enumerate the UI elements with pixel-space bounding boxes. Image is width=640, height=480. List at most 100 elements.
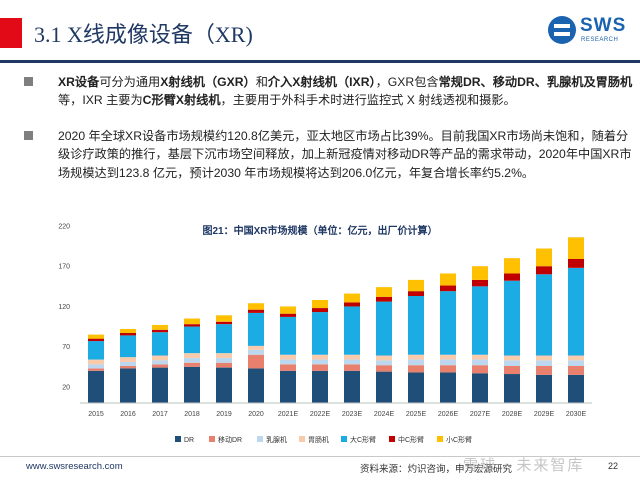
bar-segment [152,364,168,368]
x-tick-label: 2027E [470,411,491,418]
bar-segment [312,300,328,309]
bar-segment [504,365,520,375]
bar-segment [88,359,104,365]
page-title: 3.1 X线成像设备（XR) [34,22,253,47]
bar-segment [184,353,200,358]
bar-segment [344,370,360,403]
bar-segment [344,364,360,371]
legend-swatch [389,436,395,442]
page-number: 22 [608,461,619,471]
bar-segment [376,355,392,361]
bar-segment [216,353,232,358]
bar-segment [376,301,392,356]
bar-segment [120,365,136,369]
bar-segment [312,364,328,371]
bar-segment [504,280,520,356]
bar-segment [312,308,328,313]
bar-segment [536,266,552,275]
bar-segment [408,279,424,292]
x-tick-label: 2026E [438,411,459,418]
bar-segment [472,266,488,280]
legend-label: DR [184,437,194,444]
bar-segment [472,365,488,374]
y-tick-label: 220 [58,224,70,231]
bullet-segment: 常规DR、移动DR、乳腺机及胃肠机 [438,75,633,89]
footer-divider [0,456,640,457]
bar-segment [568,237,584,259]
bar-segment [216,357,232,363]
bullet-segment: 介入X射线机（IXR） [267,75,376,89]
legend-swatch [299,436,305,442]
xr-market-chart: 20 70 120 170 220 2015 2016 2017 2018 2019 2020 202… [58,224,592,444]
x-tick-label: 2018 [184,411,200,418]
bullet-segment: 和 [255,75,268,89]
legend-label: 大C形臂 [350,435,376,444]
bullet-text-1: XR设备可分为通用X射线机（GXR）和介入X射线机（IXR），GXR包含常规DR… [58,73,633,110]
bar-segment [88,341,104,360]
bar-segment [408,295,424,355]
bar-segment [184,318,200,325]
bar-segment [184,362,200,367]
bar-segment [344,302,360,307]
legend-label: 中C形臂 [398,435,424,444]
bar-segment [312,370,328,403]
bar-segment [568,267,584,356]
y-tick-label: 20 [62,384,70,391]
bar-segment [184,324,200,327]
title-accent-bar [0,18,22,48]
bullet-segment: 可分为通用 [99,75,161,89]
bar-segment [536,360,552,366]
bar-segment [504,355,520,361]
x-tick-label: 2016 [120,411,136,418]
sws-logo: SWS RESEARCH [548,14,632,50]
bar-segment [376,360,392,366]
bar-segment [280,306,296,314]
bar-segment [248,312,264,346]
bullet-segment: XR设备 [58,75,100,89]
bullet-segment: X射线机（GXR） [160,75,256,89]
bar-segment [440,359,456,366]
bar-segment [472,354,488,360]
bar-segment [568,374,584,403]
title-bar: 3.1 X线成像设备（XR) SWS RESEARCH [0,0,640,63]
bar-segment [280,316,296,355]
bar-segment [344,306,360,355]
bar-segment [408,354,424,360]
bar-segment [152,360,168,365]
legend-swatch [175,436,181,442]
chart-title: 图21：中国XR市场规模（单位：亿元，出厂价计算） [202,226,438,237]
bar-segment [88,338,104,342]
bar-segment [408,291,424,296]
bar-segment [568,365,584,375]
bar-segment [504,273,520,281]
bar-segment [120,361,136,366]
bar-segment [216,315,232,322]
title-divider [0,60,640,63]
bar-segment [184,326,200,354]
bar-segment [152,324,168,330]
x-tick-label: 2023E [342,411,363,418]
x-tick-label: 2024E [374,411,395,418]
bar-segment [248,303,264,310]
bar-segment [440,365,456,373]
bar-segment [568,258,584,268]
legend-label: 胃肠机 [308,435,329,444]
bar-segment [120,368,136,403]
bar-segment [88,370,104,403]
footer-url-link[interactable]: www.swsresearch.com [26,461,123,472]
bar-segment [440,285,456,292]
bar-segment [472,286,488,355]
footer-source: 资料来源：灼识咨询，申万宏源研究 [360,464,513,475]
x-tick-label: 2030E [566,411,587,418]
bar-segment [280,313,296,317]
y-tick-label: 170 [58,264,70,271]
bar-segment [376,296,392,302]
legend-label: 小C形臂 [446,435,472,444]
bar-segment [280,354,296,360]
y-tick-label: 70 [62,344,70,351]
bar-segment [568,355,584,361]
bar-segment [184,366,200,403]
bar-segment [120,328,136,334]
bar-segment [376,371,392,403]
